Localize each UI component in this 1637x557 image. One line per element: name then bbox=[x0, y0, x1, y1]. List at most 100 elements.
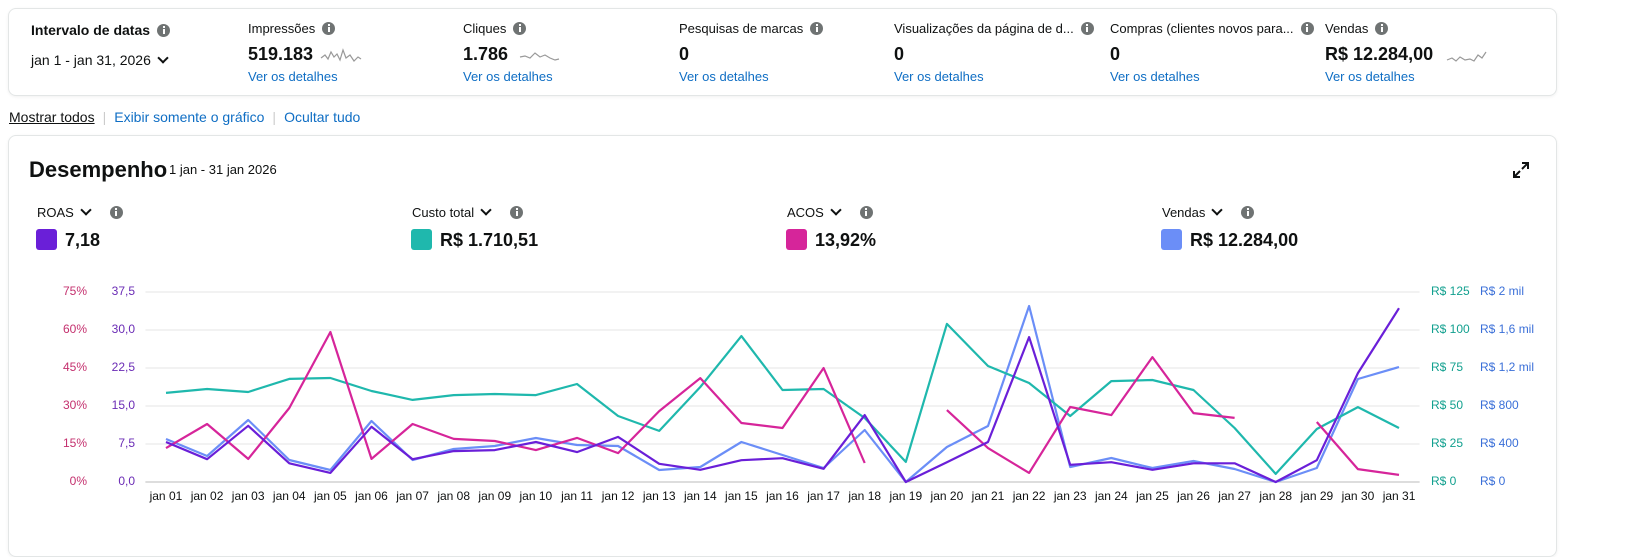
x-tick-label: jan 29 bbox=[1299, 489, 1333, 503]
y-tick-label: R$ 0 bbox=[1480, 474, 1506, 488]
y-tick-label: 0% bbox=[70, 474, 88, 488]
y-tick-label: 75% bbox=[63, 284, 87, 298]
metrics-card bbox=[8, 8, 1557, 96]
legend-swatch bbox=[1161, 229, 1182, 250]
series-line bbox=[165, 330, 1400, 476]
y-tick-label: 45% bbox=[63, 360, 87, 374]
selector-label[interactable]: Vendas bbox=[1162, 204, 1255, 220]
date-range-label-text: Intervalo de datas bbox=[31, 22, 151, 38]
x-tick-label: jan 13 bbox=[642, 489, 676, 503]
metric-link[interactable]: Ver os detalhes bbox=[463, 69, 553, 84]
info-icon[interactable] bbox=[1080, 22, 1094, 35]
x-tick-label: jan 12 bbox=[601, 489, 635, 503]
y-tick-label: R$ 75 bbox=[1431, 360, 1463, 374]
info-icon[interactable] bbox=[1375, 22, 1389, 35]
view-link[interactable]: Exibir somente o gráfico bbox=[114, 109, 265, 125]
selector-label[interactable]: Custo total bbox=[412, 204, 524, 220]
view-links: Mostrar todos | Exibir somente o gráfico | O… bbox=[9, 109, 361, 125]
metric-link[interactable]: Ver os detalhes bbox=[894, 69, 984, 84]
metric-value: 1.786 bbox=[463, 44, 509, 64]
metric-label-text: Pesquisas de marcas bbox=[679, 21, 804, 36]
x-tick-label: jan 08 bbox=[436, 489, 470, 503]
metric-label: Vendas bbox=[1325, 21, 1389, 36]
info-icon[interactable] bbox=[157, 24, 171, 37]
x-tick-label: jan 27 bbox=[1217, 489, 1251, 503]
x-tick-label: jan 18 bbox=[847, 489, 881, 503]
info-icon[interactable] bbox=[810, 22, 824, 35]
info-icon[interactable] bbox=[859, 206, 873, 219]
date-range-select[interactable]: jan 1 - jan 31, 2026 bbox=[31, 52, 169, 68]
metric-value: R$ 12.284,00 bbox=[1325, 44, 1434, 64]
page: Intervalo de datas jan 1 - jan 31, 2026 … bbox=[8, 8, 1557, 557]
series-line bbox=[165, 304, 1400, 484]
metric-value: 519.183 bbox=[248, 44, 314, 64]
y-tick-label: 0,0 bbox=[118, 474, 135, 488]
x-tick-label: jan 28 bbox=[1258, 489, 1292, 503]
x-tick-label: jan 26 bbox=[1176, 489, 1210, 503]
legend-swatch bbox=[786, 229, 807, 250]
info-icon[interactable] bbox=[1241, 206, 1255, 219]
view-link[interactable]: Mostrar todos bbox=[9, 109, 95, 125]
x-tick-label: jan 05 bbox=[313, 489, 347, 503]
selector-label[interactable]: ROAS bbox=[37, 204, 123, 220]
selector-name: ACOS bbox=[787, 205, 824, 220]
x-tick-label: jan 04 bbox=[272, 489, 306, 503]
y-tick-label: 30,0 bbox=[112, 322, 136, 336]
y-tick-label: 60% bbox=[63, 322, 87, 336]
x-tick-label: jan 06 bbox=[354, 489, 388, 503]
info-icon[interactable] bbox=[513, 22, 527, 35]
series-line bbox=[165, 322, 1400, 475]
x-tick-label: jan 22 bbox=[1012, 489, 1046, 503]
x-tick-label: jan 25 bbox=[1135, 489, 1169, 503]
chevron bbox=[480, 204, 492, 216]
x-tick-label: jan 31 bbox=[1382, 489, 1416, 503]
view-link[interactable]: Ocultar tudo bbox=[284, 109, 361, 125]
metric-label-text: Compras (clientes novos para... bbox=[1110, 21, 1294, 36]
x-tick-label: jan 11 bbox=[560, 489, 593, 503]
date-range-value: jan 1 - jan 31, 2026 bbox=[31, 52, 151, 68]
chart-card bbox=[8, 135, 1557, 557]
info-icon[interactable] bbox=[109, 206, 123, 219]
chart: 0% 15% 30% 45% 60% 75% 0,0 7,5 15,0 22,5 30,0 37,5 R… bbox=[63, 284, 1534, 503]
x-tick-label: jan 19 bbox=[888, 489, 922, 503]
y-tick-label: R$ 2 mil bbox=[1480, 284, 1524, 298]
x-tick-label: jan 15 bbox=[724, 489, 758, 503]
metric-label-text: Impressões bbox=[248, 21, 316, 36]
sparklines bbox=[320, 48, 1487, 62]
chevron bbox=[830, 204, 842, 216]
selector-value: R$ 1.710,51 bbox=[411, 229, 538, 251]
info-icon[interactable] bbox=[322, 22, 336, 35]
y-tick-label: R$ 1,2 mil bbox=[1480, 360, 1534, 374]
metric-link[interactable]: Ver os detalhes bbox=[1325, 69, 1415, 84]
selector-label[interactable]: ACOS bbox=[787, 204, 873, 220]
selector-value: 7,18 bbox=[36, 229, 100, 251]
info-icon[interactable] bbox=[1300, 22, 1314, 35]
expand-icon[interactable] bbox=[1513, 162, 1529, 178]
selector-summary: R$ 12.284,00 bbox=[1190, 230, 1299, 250]
selector-name: ROAS bbox=[37, 205, 74, 220]
metric-link[interactable]: Ver os detalhes bbox=[248, 69, 338, 84]
y-tick-label: R$ 800 bbox=[1480, 398, 1519, 412]
metric-link[interactable]: Ver os detalhes bbox=[1110, 69, 1200, 84]
metric-label-text: Vendas bbox=[1325, 21, 1369, 36]
metric-link[interactable]: Ver os detalhes bbox=[679, 69, 769, 84]
selector-value: R$ 12.284,00 bbox=[1161, 229, 1298, 251]
x-tick-label: jan 24 bbox=[1094, 489, 1128, 503]
chevron bbox=[80, 204, 92, 216]
x-tick-label: jan 20 bbox=[930, 489, 964, 503]
legend-swatch bbox=[411, 229, 432, 250]
y-tick-label: R$ 1,6 mil bbox=[1480, 322, 1534, 336]
date-range-label: Intervalo de datas bbox=[31, 22, 171, 38]
chart-title: Desempenho bbox=[29, 157, 168, 182]
selector-name: Vendas bbox=[1162, 205, 1206, 220]
x-tick-label: jan 21 bbox=[971, 489, 1005, 503]
info-icon[interactable] bbox=[510, 206, 524, 219]
y-tick-label: R$ 0 bbox=[1431, 474, 1457, 488]
x-tick-label: jan 23 bbox=[1053, 489, 1087, 503]
y-tick-label: R$ 400 bbox=[1480, 436, 1519, 450]
x-tick-label: jan 02 bbox=[190, 489, 224, 503]
x-tick-label: jan 10 bbox=[519, 489, 553, 503]
metric-value: 0 bbox=[679, 44, 690, 64]
y-tick-label: 30% bbox=[63, 398, 87, 412]
selector-name: Custo total bbox=[412, 205, 475, 220]
